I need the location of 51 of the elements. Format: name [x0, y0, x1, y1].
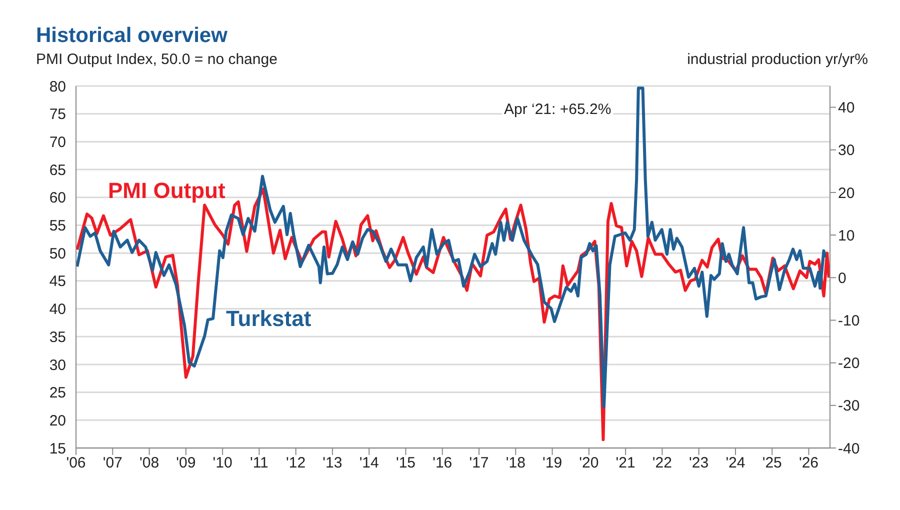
x-tick-label: '10 — [212, 454, 232, 472]
series-label: Turkstat — [226, 306, 312, 332]
y-tick-label: 30 — [49, 356, 66, 374]
y2-tick-label: -40 — [838, 440, 860, 458]
y-axis-title: PMI Output Index, 50.0 = no change — [36, 51, 278, 68]
x-tick-label: '11 — [250, 454, 268, 472]
series-label: PMI Output — [108, 178, 226, 204]
y2-tick-label: 40 — [838, 100, 855, 117]
x-tick-label: '24 — [726, 454, 746, 472]
y-tick-label: 25 — [49, 384, 66, 402]
x-tick-label: '21 — [616, 454, 636, 472]
x-tick-label: '06 — [66, 454, 86, 472]
y2-tick-label: 30 — [838, 142, 855, 160]
x-tick-label: '20 — [579, 454, 599, 472]
y-tick-label: 60 — [49, 190, 66, 207]
y-tick-label: 80 — [49, 78, 66, 96]
x-tick-label: '17 — [469, 454, 489, 472]
annotation: Apr ‘21: +65.2% — [502, 101, 614, 118]
x-tick-label: '09 — [176, 454, 196, 472]
x-tick-label: '23 — [689, 454, 709, 472]
x-tick-label: '08 — [139, 454, 160, 472]
y-tick-label: 65 — [49, 162, 66, 179]
x-tick-label: '12 — [286, 454, 306, 472]
y-tick-label: 45 — [49, 273, 66, 290]
chart-title: Historical overview — [36, 24, 228, 48]
y2-tick-label: -20 — [838, 355, 860, 372]
x-tick-label: '26 — [798, 454, 819, 472]
line-series — [76, 86, 827, 408]
y-tick-label: 70 — [49, 134, 66, 152]
y-tick-label: 50 — [49, 245, 66, 262]
y2-axis-title: industrial production yr/yr% — [687, 51, 868, 68]
x-tick-label: '19 — [542, 454, 562, 472]
x-tick-label: '16 — [432, 454, 452, 472]
y2-tick-label: -30 — [838, 398, 860, 415]
x-tick-label: '15 — [396, 454, 416, 472]
x-tick-label: '07 — [102, 454, 122, 472]
x-tick-label: '25 — [762, 454, 782, 472]
y-tick-label: 40 — [49, 301, 66, 318]
y2-tick-label: 20 — [838, 184, 855, 202]
y2-tick-label: 0 — [838, 270, 846, 287]
y-tick-label: 55 — [49, 218, 66, 235]
x-tick-label: '22 — [652, 454, 672, 472]
x-tick-label: '18 — [506, 454, 526, 472]
y-tick-label: 35 — [49, 328, 66, 346]
y-tick-label: 15 — [49, 440, 66, 458]
y-tick-label: 20 — [49, 412, 66, 430]
x-tick-label: '13 — [322, 454, 342, 472]
y2-tick-label: 10 — [838, 227, 855, 244]
y2-tick-label: -10 — [838, 312, 860, 330]
y-tick-label: 75 — [49, 106, 66, 124]
x-tick-label: '14 — [359, 454, 379, 472]
